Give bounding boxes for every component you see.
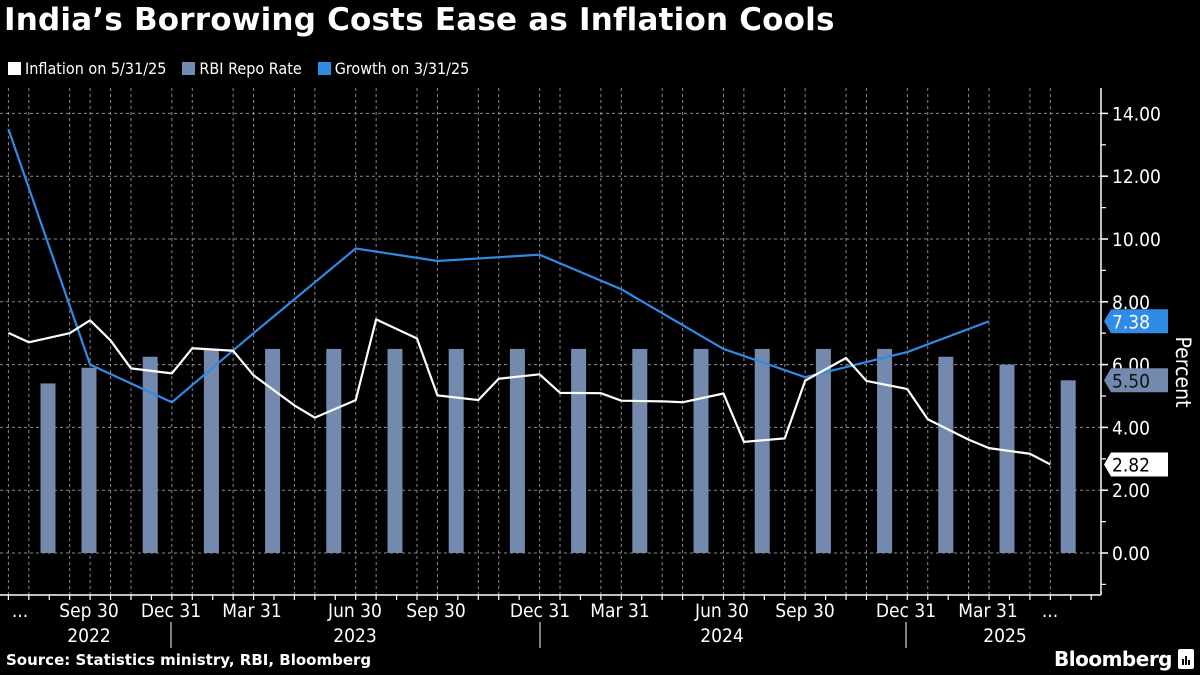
legend-swatch-growth [317, 62, 331, 75]
legend-swatch-repo-rate [182, 62, 196, 75]
y-tick-label: 2.00 [1112, 480, 1150, 502]
legend-swatch-inflation [8, 62, 21, 75]
x-tick-label: ... [1042, 600, 1058, 622]
x-tick-label: Dec 31 [876, 600, 936, 622]
x-tick-label: Jun 30 [327, 600, 382, 622]
x-year-label: 2022 [67, 625, 111, 647]
bloomberg-logo: Bloomberg [1054, 647, 1194, 671]
inflation-value-tag-box [1104, 452, 1168, 477]
repo-rate-bar [387, 348, 403, 553]
repo-rate-bar [815, 348, 831, 553]
y-tick-label: 12.00 [1112, 166, 1161, 188]
x-tick-label: Dec 31 [510, 600, 570, 622]
repo-rate-bar [265, 348, 281, 553]
legend-item-growth: Growth on 3/31/25 [317, 59, 470, 78]
inflation-value-tag: 2.82 [1112, 454, 1150, 476]
x-tick-label: Sep 30 [775, 600, 834, 622]
x-year-label: 2024 [700, 625, 744, 647]
y-tick-label: 8.00 [1112, 292, 1150, 314]
growth-line [7, 128, 990, 404]
x-year-label: 2025 [983, 625, 1027, 647]
y-tick-label: 4.00 [1112, 417, 1150, 439]
series-lines [7, 128, 1051, 466]
legend-item-inflation: Inflation on 5/31/25 [8, 59, 166, 78]
repo-rate-bar [938, 356, 954, 553]
legend: Inflation on 5/31/25 RBI Repo Rate Growt… [8, 59, 469, 78]
inflation-line [7, 318, 1051, 466]
repo-rate-bar [754, 348, 770, 553]
repo-rate-bar [40, 383, 56, 553]
repo-rate-bar [509, 348, 525, 553]
repo-rate-bar [571, 348, 587, 553]
x-tick-label: Jun 30 [694, 600, 749, 622]
legend-item-repo-rate: RBI Repo Rate [182, 59, 302, 78]
y-tick-label: 10.00 [1112, 229, 1161, 251]
repo-rate-bar [326, 348, 342, 553]
legend-label-repo-rate: RBI Repo Rate [199, 59, 302, 78]
chart-title: India’s Borrowing Costs Ease as Inflatio… [4, 2, 835, 38]
repo-rate-value-tag-box [1104, 368, 1168, 393]
x-tick-label: Dec 31 [141, 600, 201, 622]
repo-rate-bar [693, 348, 709, 553]
y-axis-title: Percent [1171, 337, 1195, 408]
x-tick-label: Mar 31 [222, 600, 281, 622]
y-tick-label: 14.00 [1112, 103, 1161, 125]
repo-rate-bar [1060, 380, 1076, 553]
source-note: Source: Statistics ministry, RBI, Bloomb… [6, 651, 372, 669]
legend-label-growth: Growth on 3/31/25 [334, 59, 470, 78]
repo-rate-bar [999, 364, 1015, 553]
repo-rate-bar [632, 348, 648, 553]
repo-rate-value-tag: 5.50 [1112, 370, 1150, 392]
brand-name: Bloomberg [1054, 647, 1172, 671]
repo-rate-bar [877, 348, 893, 553]
y-tick-label: 0.00 [1112, 543, 1150, 565]
x-tick-label: Mar 31 [958, 600, 1017, 622]
repo-rate-bar [448, 348, 464, 553]
repo-rate-bars [40, 348, 1076, 553]
x-tick-label: Sep 30 [406, 600, 465, 622]
x-tick-label: Sep 30 [59, 600, 118, 622]
growth-value-tag-box [1104, 309, 1168, 334]
x-tick-label: ... [12, 600, 28, 622]
repo-rate-bar [81, 367, 97, 553]
growth-value-tag: 7.38 [1112, 311, 1150, 333]
x-year-label: 2023 [333, 625, 377, 647]
repo-rate-bar [203, 348, 219, 553]
value-labels: 7.38 5.50 2.82 [1104, 309, 1168, 477]
bloomberg-terminal-icon [1178, 649, 1194, 669]
x-tick-label: Mar 31 [590, 600, 649, 622]
repo-rate-bar [142, 356, 158, 553]
legend-label-inflation: Inflation on 5/31/25 [25, 59, 167, 78]
